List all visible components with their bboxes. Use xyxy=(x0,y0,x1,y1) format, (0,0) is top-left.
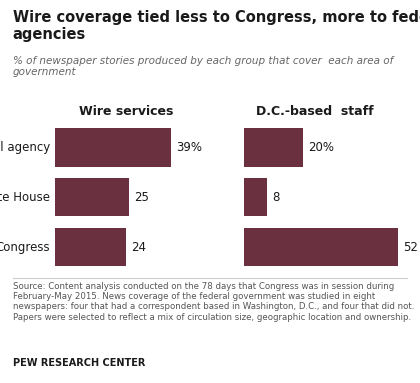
Text: 25: 25 xyxy=(134,191,149,204)
FancyBboxPatch shape xyxy=(55,228,126,266)
Text: Source: Content analysis conducted on the 78 days that Congress was in session d: Source: Content analysis conducted on th… xyxy=(13,282,414,322)
Text: White House: White House xyxy=(0,191,50,204)
Text: 24: 24 xyxy=(131,241,146,254)
Text: D.C.-based  staff: D.C.-based staff xyxy=(256,105,374,118)
Text: 52: 52 xyxy=(404,241,418,254)
FancyBboxPatch shape xyxy=(55,178,129,216)
Text: Wire services: Wire services xyxy=(79,105,173,118)
Text: Federal agency: Federal agency xyxy=(0,141,50,154)
Text: Wire coverage tied less to Congress, more to federal
agencies: Wire coverage tied less to Congress, mor… xyxy=(13,10,420,42)
Text: Congress: Congress xyxy=(0,241,50,254)
Text: 20%: 20% xyxy=(308,141,334,154)
FancyBboxPatch shape xyxy=(244,128,303,167)
FancyBboxPatch shape xyxy=(55,128,171,167)
FancyBboxPatch shape xyxy=(244,178,268,216)
Text: 39%: 39% xyxy=(176,141,202,154)
Text: PEW RESEARCH CENTER: PEW RESEARCH CENTER xyxy=(13,358,145,368)
Text: % of newspaper stories produced by each group that cover  each area of
governmen: % of newspaper stories produced by each … xyxy=(13,56,393,77)
FancyBboxPatch shape xyxy=(244,228,399,266)
Text: 8: 8 xyxy=(273,191,280,204)
